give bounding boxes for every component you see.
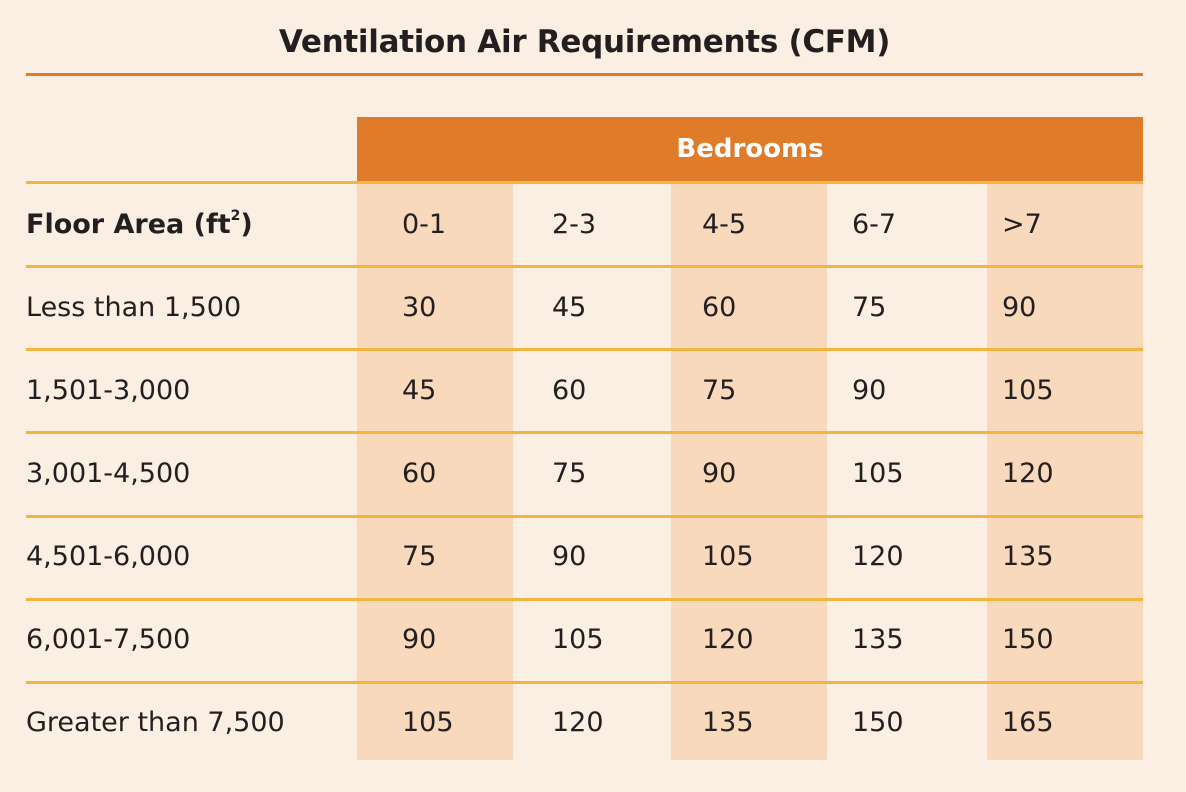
table-cell: 120	[1002, 458, 1054, 489]
table-cell: 105	[1002, 375, 1054, 406]
row-divider	[26, 265, 1143, 268]
table-cell: 75	[402, 541, 437, 572]
table-cell: 105	[702, 541, 754, 572]
table-cell: 165	[1002, 707, 1054, 738]
floor-area-header-text: Floor Area (ft	[26, 209, 231, 240]
table-cell: 30	[402, 292, 437, 323]
column-header: 0-1	[402, 209, 447, 240]
row-label: 1,501-3,000	[26, 375, 191, 406]
row-label: 4,501-6,000	[26, 541, 191, 572]
table-cell: 120	[552, 707, 604, 738]
column-shade-1	[357, 183, 513, 760]
table-cell: 45	[402, 375, 437, 406]
table-cell: 90	[402, 624, 437, 655]
row-divider	[26, 598, 1143, 601]
row-label: 3,001-4,500	[26, 458, 191, 489]
table-cell: 135	[1002, 541, 1054, 572]
column-header: 4-5	[702, 209, 747, 240]
table-cell: 150	[1002, 624, 1054, 655]
table-cell: 75	[552, 458, 587, 489]
row-divider	[26, 181, 1143, 184]
row-label: 6,001-7,500	[26, 624, 191, 655]
bedrooms-header-label: Bedrooms	[676, 134, 824, 164]
table-cell: 150	[852, 707, 904, 738]
title-divider	[26, 73, 1143, 76]
row-divider	[26, 431, 1143, 434]
table-cell: 135	[702, 707, 754, 738]
table-cell: 90	[852, 375, 887, 406]
table-cell: 135	[852, 624, 904, 655]
table-cell: 120	[852, 541, 904, 572]
column-shade-3	[671, 183, 827, 760]
bedrooms-header-band: Bedrooms	[357, 117, 1143, 181]
row-divider	[26, 681, 1143, 684]
table-cell: 105	[852, 458, 904, 489]
floor-area-header-superscript: 2	[230, 208, 241, 224]
table-cell: 75	[852, 292, 887, 323]
page-title: Ventilation Air Requirements (CFM)	[278, 24, 891, 60]
table-cell: 60	[702, 292, 737, 323]
table-cell: 90	[552, 541, 587, 572]
table-cell: 90	[1002, 292, 1037, 323]
floor-area-header-close: )	[240, 209, 253, 240]
column-header: >7	[1002, 209, 1042, 240]
table-cell: 60	[402, 458, 437, 489]
table-cell: 120	[702, 624, 754, 655]
table-cell: 45	[552, 292, 587, 323]
row-label: Greater than 7,500	[26, 707, 285, 738]
table-cell: 105	[552, 624, 604, 655]
row-label: Less than 1,500	[26, 292, 242, 323]
floor-area-header: Floor Area (ft2)	[26, 205, 253, 245]
column-header: 2-3	[552, 209, 597, 240]
row-divider	[26, 348, 1143, 351]
table-cell: 105	[402, 707, 454, 738]
row-divider	[26, 515, 1143, 518]
table-cell: 75	[702, 375, 737, 406]
column-header: 6-7	[852, 209, 897, 240]
column-shade-5	[987, 183, 1143, 760]
table-cell: 90	[702, 458, 737, 489]
table-cell: 60	[552, 375, 587, 406]
